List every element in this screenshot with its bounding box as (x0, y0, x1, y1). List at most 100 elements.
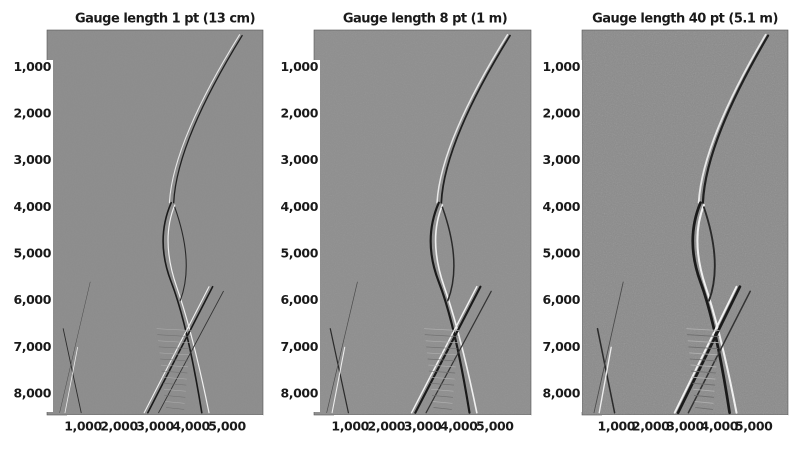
panel-title: Gauge length 1 pt (13 cm) (75, 12, 255, 27)
y-tick-label: 6,000 (542, 292, 580, 307)
y-tick-label: 6,000 (280, 292, 318, 307)
y-tick-label: 8,000 (280, 386, 318, 401)
panel-title-box (75, 4, 255, 28)
y-tick-label: 7,000 (13, 339, 51, 354)
y-tick-label: 2,000 (280, 106, 318, 121)
y-tick-label: 4,000 (280, 199, 318, 214)
panel-3: Gauge length 40 pt (5.1 m)1,0002,0003,00… (534, 4, 789, 437)
panel-title-box (595, 4, 775, 28)
panel-title-box (335, 4, 515, 28)
y-tick-label: 8,000 (542, 386, 580, 401)
ringing-line (691, 370, 717, 374)
ringing-line (428, 364, 456, 368)
ringing-line (426, 346, 458, 350)
heatmap-noise (47, 30, 263, 415)
x-tick-label: 4,000 (701, 419, 739, 434)
arrival-upper-dark (173, 34, 243, 204)
x-tick-label: 2,000 (632, 419, 670, 434)
arrival-upper-dark (701, 34, 770, 204)
panel-1: Gauge length 1 pt (13 cm)1,0002,0003,000… (5, 4, 264, 437)
x-tick-label: 4,000 (172, 419, 210, 434)
x-tick-label: 3,000 (136, 419, 174, 434)
x-tick-label: 3,000 (666, 419, 704, 434)
x-tick-label: 1,000 (64, 419, 102, 434)
near-arrival-c (59, 281, 91, 413)
reflected-wave-faint (158, 290, 224, 414)
y-tick-label: 6,000 (13, 292, 51, 307)
wavefronts (593, 33, 770, 415)
ringing-line (423, 328, 460, 331)
y-tick-label: 2,000 (13, 106, 51, 121)
ringing-line (157, 334, 191, 337)
ringing-line (158, 346, 190, 349)
near-arrival-a (62, 328, 82, 414)
y-tick-label: 5,000 (13, 246, 51, 261)
wavefronts (59, 34, 243, 414)
ringing-line (429, 376, 455, 380)
y-tick-label: 3,000 (13, 152, 51, 167)
reflected-wave-light (673, 285, 738, 414)
arrival-upper-light (436, 33, 509, 204)
y-tick-label: 3,000 (542, 152, 580, 167)
y-tick-label: 7,000 (542, 339, 580, 354)
near-arrival-c (593, 281, 624, 414)
ringing-line (690, 364, 717, 368)
ringing-line (430, 382, 455, 386)
near-arrival-b (598, 346, 612, 414)
ringing-line (691, 376, 716, 380)
near-arrival-a (596, 327, 616, 414)
ringing-line (686, 334, 720, 338)
reflected-wave-faint (425, 290, 492, 414)
x-tick-label: 5,000 (476, 419, 514, 434)
panel-2: Gauge length 8 pt (1 m)1,0002,0003,0004,… (272, 4, 532, 437)
x-tick-box (334, 415, 531, 437)
near-arrival-b (64, 346, 78, 414)
ringing-line (686, 328, 720, 331)
ringing-line (165, 401, 185, 404)
reflected-wave-dark (414, 285, 482, 414)
ringing-line (432, 401, 453, 404)
ringing-line (693, 394, 715, 398)
y-tick-label: 7,000 (280, 339, 318, 354)
ringing-line (425, 340, 458, 344)
ringing-line (156, 328, 192, 331)
ringing-line (164, 395, 186, 398)
ringing-line (160, 358, 189, 362)
ringing-line (694, 401, 714, 404)
y-tick-box (5, 60, 53, 412)
x-tick-label: 2,000 (100, 419, 138, 434)
x-tick-label: 4,000 (440, 419, 478, 434)
y-tick-label: 4,000 (13, 199, 51, 214)
arrival-branch (174, 206, 187, 302)
arrival-lower-light (167, 204, 210, 414)
y-tick-label: 1,000 (13, 59, 51, 74)
arrival-lower-dark (691, 201, 731, 415)
ringing-line (695, 407, 714, 410)
near-arrival-c (326, 281, 358, 414)
ringing-line (163, 389, 186, 392)
ringing-line (165, 407, 185, 410)
y-tick-label: 3,000 (280, 152, 318, 167)
ringing-line (163, 383, 187, 386)
ringing-line (426, 352, 457, 356)
arrival-upper-light (168, 34, 241, 204)
ringing-line (687, 340, 719, 344)
reflected-wave-light (143, 286, 210, 414)
heatmap-noise (582, 30, 788, 415)
y-tick-label: 8,000 (13, 386, 51, 401)
wavefronts (326, 33, 511, 414)
y-tick-label: 2,000 (542, 106, 580, 121)
reflected-wave-dark (147, 285, 214, 414)
heatmap-noise (314, 30, 531, 415)
x-tick-label: 1,000 (331, 419, 369, 434)
y-tick-label: 4,000 (542, 199, 580, 214)
arrival-lower-dark (162, 201, 203, 414)
ringing-line (424, 334, 459, 337)
y-tick-label: 1,000 (542, 59, 580, 74)
reflected-wave-faint (687, 290, 751, 414)
ringing-line (162, 376, 187, 380)
arrival-lower-light (434, 204, 478, 414)
ringing-line (688, 346, 719, 350)
ringing-line (427, 358, 457, 362)
